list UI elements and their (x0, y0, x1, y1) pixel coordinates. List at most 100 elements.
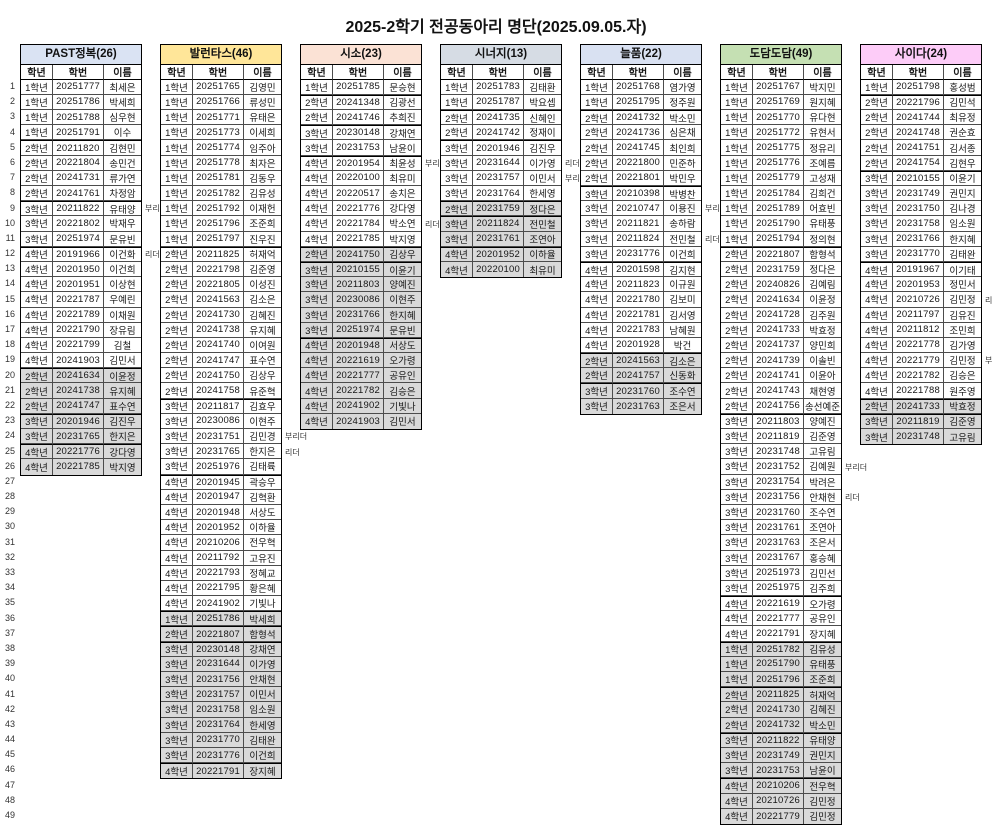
grade-cell[interactable]: 3학년 (581, 246, 613, 262)
grade-cell[interactable]: 2학년 (161, 368, 193, 384)
name-cell[interactable]: 한지혜 (384, 307, 421, 323)
grade-cell[interactable]: 2학년 (721, 322, 753, 338)
student-id-cell[interactable]: 20241739 (753, 353, 804, 369)
name-cell[interactable]: 김예림 (804, 277, 841, 293)
student-id-cell[interactable]: 20211803 (753, 413, 804, 429)
grade-cell[interactable]: 3학년 (721, 489, 753, 505)
name-cell[interactable]: 이건화 (104, 246, 141, 262)
grade-cell[interactable]: 4학년 (21, 353, 53, 369)
grade-cell[interactable]: 4학년 (861, 277, 893, 293)
grade-cell[interactable]: 2학년 (161, 626, 193, 642)
grade-cell[interactable]: 3학년 (581, 201, 613, 217)
student-id-cell[interactable]: 20241756 (753, 398, 804, 414)
name-cell[interactable]: 김태륙 (244, 459, 281, 475)
name-cell[interactable]: 강다영 (104, 444, 141, 460)
row-number[interactable]: 39 (4, 658, 15, 669)
name-cell[interactable]: 박건 (664, 338, 701, 354)
name-cell[interactable]: 표수연 (244, 353, 281, 369)
name-cell[interactable]: 신동화 (664, 368, 701, 384)
name-cell[interactable]: 심우현 (104, 110, 141, 126)
student-id-cell[interactable]: 20210726 (893, 292, 944, 308)
row-number[interactable]: 32 (4, 551, 15, 562)
student-id-cell[interactable]: 20251790 (753, 656, 804, 672)
name-cell[interactable]: 김민선 (804, 566, 841, 581)
grade-cell[interactable]: 2학년 (721, 702, 753, 718)
name-cell[interactable]: 고유림 (804, 444, 841, 460)
name-cell[interactable]: 조준희 (804, 672, 841, 688)
column-header-cell[interactable]: 학년 (581, 64, 613, 80)
grade-cell[interactable]: 4학년 (861, 337, 893, 354)
student-id-cell[interactable]: 20251770 (753, 110, 804, 126)
grade-cell[interactable]: 4학년 (441, 246, 473, 262)
name-cell[interactable]: 김동우 (244, 171, 281, 186)
name-cell[interactable]: 유현서 (804, 125, 841, 141)
grade-cell[interactable]: 4학년 (721, 596, 753, 612)
grade-cell[interactable]: 3학년 (161, 429, 193, 445)
name-cell[interactable]: 김태환 (524, 80, 561, 95)
student-id-cell[interactable]: 20221776 (53, 444, 104, 460)
name-cell[interactable]: 표수연 (104, 398, 141, 414)
student-id-cell[interactable]: 20221785 (53, 459, 104, 475)
grade-cell[interactable]: 4학년 (301, 170, 333, 186)
row-number[interactable]: 2 (9, 96, 15, 107)
grade-cell[interactable]: 3학년 (441, 216, 473, 232)
grade-cell[interactable]: 1학년 (861, 79, 893, 95)
grade-cell[interactable]: 2학년 (21, 398, 53, 414)
grade-cell[interactable]: 4학년 (441, 261, 473, 278)
name-cell[interactable]: 김서종 (944, 140, 981, 156)
name-cell[interactable]: 이윤정 (804, 292, 841, 308)
student-id-cell[interactable]: 20251975 (753, 580, 804, 597)
student-id-cell[interactable]: 20231761 (473, 231, 524, 247)
student-id-cell[interactable]: 20221782 (333, 383, 384, 399)
student-id-cell[interactable]: 20211820 (53, 140, 104, 156)
student-id-cell[interactable]: 20221790 (53, 322, 104, 338)
name-cell[interactable]: 김혜진 (804, 702, 841, 718)
student-id-cell[interactable]: 20231760 (613, 383, 664, 399)
grade-cell[interactable]: 4학년 (301, 201, 333, 217)
name-cell[interactable]: 김준영 (804, 429, 841, 445)
student-id-cell[interactable]: 20241745 (613, 140, 664, 156)
name-cell[interactable]: 김희건 (804, 186, 841, 202)
student-id-cell[interactable]: 20241735 (473, 110, 524, 126)
student-id-cell[interactable]: 20221805 (193, 277, 244, 293)
name-cell[interactable]: 박병찬 (664, 186, 701, 202)
name-cell[interactable]: 이세희 (244, 125, 281, 141)
grade-cell[interactable]: 2학년 (721, 261, 753, 278)
name-cell[interactable]: 조수연 (804, 505, 841, 521)
name-cell[interactable]: 박민우 (664, 171, 701, 186)
name-cell[interactable]: 이윤아 (804, 368, 841, 384)
student-id-cell[interactable]: 20221777 (333, 368, 384, 384)
row-number[interactable]: 37 (4, 627, 15, 638)
grade-cell[interactable]: 2학년 (441, 201, 473, 217)
name-cell[interactable]: 최자은 (244, 156, 281, 171)
student-id-cell[interactable]: 20231753 (753, 763, 804, 779)
student-id-cell[interactable]: 20231763 (613, 398, 664, 414)
student-id-cell[interactable]: 20241751 (893, 140, 944, 156)
grade-cell[interactable]: 3학년 (161, 398, 193, 414)
student-id-cell[interactable]: 20221802 (53, 216, 104, 232)
grade-cell[interactable]: 2학년 (21, 383, 53, 399)
student-id-cell[interactable]: 20251772 (753, 125, 804, 141)
grade-cell[interactable]: 2학년 (721, 398, 753, 414)
name-cell[interactable]: 조민희 (944, 323, 981, 338)
student-id-cell[interactable]: 20221780 (613, 292, 664, 308)
row-number[interactable]: 26 (4, 460, 15, 471)
row-number[interactable]: 35 (4, 597, 15, 608)
row-number[interactable]: 4 (9, 126, 15, 137)
grade-cell[interactable]: 3학년 (721, 474, 753, 490)
grade-cell[interactable]: 2학년 (581, 368, 613, 384)
grade-cell[interactable]: 4학년 (161, 474, 193, 490)
name-cell[interactable]: 송민건 (104, 156, 141, 171)
name-cell[interactable]: 곽승우 (244, 474, 281, 490)
grade-cell[interactable]: 4학년 (161, 763, 193, 779)
student-id-cell[interactable]: 20241744 (893, 110, 944, 126)
student-id-cell[interactable]: 20221784 (333, 216, 384, 232)
grade-cell[interactable]: 4학년 (161, 580, 193, 597)
student-id-cell[interactable]: 20201946 (53, 413, 104, 429)
name-cell[interactable]: 기빛나 (244, 596, 281, 612)
student-id-cell[interactable]: 20231644 (193, 656, 244, 672)
name-cell[interactable]: 유태양 (804, 732, 841, 748)
name-cell[interactable]: 강채연 (244, 641, 281, 657)
name-cell[interactable]: 이규원 (664, 277, 701, 293)
name-cell[interactable]: 장유림 (104, 323, 141, 338)
